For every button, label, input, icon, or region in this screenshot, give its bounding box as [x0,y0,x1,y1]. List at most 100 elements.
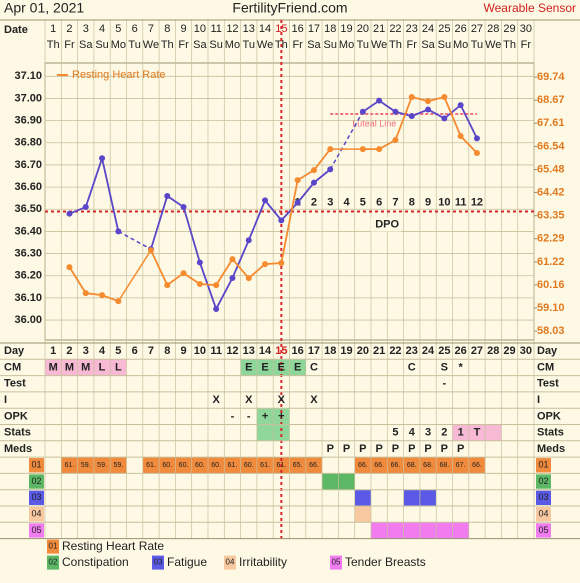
cell-text: 2 [441,427,447,439]
weekday-label: Sa [421,39,435,51]
weekday-label: Mo [453,39,468,51]
data-point [392,108,399,115]
cell-fill [387,522,404,539]
x-tick-label: 19 [340,23,352,35]
day-label: Day [4,345,25,357]
dpo-number: 5 [360,196,366,208]
dpo-number: 10 [438,196,450,208]
data-point [425,98,432,105]
cell-text: 61. [65,462,75,469]
row-code-right: 04 [538,509,548,519]
x-tick-label: 14 [259,23,271,35]
y-tick-label: 36.80 [14,137,42,149]
source: Wearable Sensor [484,1,577,15]
data-point [115,228,122,235]
weekday-label: We [485,39,501,51]
cell-fill [387,457,404,474]
x-tick-label: 10 [194,23,206,35]
cell-fill [93,359,111,376]
dpo-number: 4 [343,196,350,208]
dpo-label: DPO [375,218,399,230]
data-point [376,146,383,153]
cell-fill [436,457,453,474]
cell-text: E [278,361,285,373]
cell-fill [436,522,453,539]
cell-fill [110,457,127,474]
day-number: 8 [164,345,170,357]
cell-text: 66. [358,462,368,469]
weekday-label: Mo [225,39,240,51]
weekday-label: Sa [307,39,321,51]
weekday-label: Su [324,39,337,51]
data-point [213,305,220,312]
cell-fill [452,522,469,539]
cell-fill [354,506,371,523]
cell-text: 60. [162,462,172,469]
legend-name: Fatigue [167,555,207,569]
cell-fill [208,457,225,474]
cell-text: 68. [407,462,417,469]
day-number: 9 [180,345,186,357]
legend-code: 02 [49,558,58,567]
cell-text: P [359,443,366,455]
x-tick-label: 25 [438,23,450,35]
cell-text: 4 [409,427,416,439]
day-number: 21 [373,345,385,357]
data-point [262,261,269,268]
cell-text: X [245,394,253,406]
data-point [196,259,203,266]
day-number: 10 [194,345,206,357]
cell-text: 1 [458,427,464,439]
data-point [66,210,73,217]
cell-fill [403,489,420,506]
cell-fill [452,457,469,474]
y2-tick-label: 58.03 [537,325,565,337]
cell-fill [371,457,388,474]
day-number: 18 [324,345,336,357]
dpo-number: 12 [471,196,483,208]
row-label: Test [4,378,26,390]
x-tick-label: 27 [471,23,483,35]
data-point [245,237,252,244]
cell-text: 5 [392,427,398,439]
data-point [278,217,285,224]
cell-fill [93,457,111,474]
series-line [69,154,120,232]
legend-code: 03 [154,558,163,567]
data-point [229,274,236,281]
cell-fill [110,359,127,376]
code-box-right [536,474,551,489]
weekday-label: Fr [64,39,75,51]
cell-fill [191,457,208,474]
gap-connector [117,249,152,302]
x-tick-label: 22 [389,23,401,35]
weekday-label: Su [95,39,108,51]
cell-fill [419,457,437,474]
cell-fill [175,457,192,474]
cell-text: 65. [293,462,303,469]
day-number: 19 [340,345,352,357]
cell-fill [159,457,176,474]
y-tick-label: 36.00 [14,314,42,326]
dpo-number: 11 [455,196,467,208]
data-point [473,135,480,142]
cell-text: 59. [113,462,123,469]
code-box-right [536,523,551,538]
legend-name: Resting Heart Rate [62,539,164,553]
data-point [164,192,171,199]
code-box [29,507,44,522]
day-number: 24 [422,345,435,357]
day-number: 12 [226,345,238,357]
code-box [29,474,44,489]
cell-fill [240,359,257,376]
day-number: 7 [148,345,154,357]
day-number: 16 [292,345,304,357]
data-point [99,292,106,299]
data-point [213,282,220,289]
data-point [229,256,236,263]
data-point [441,115,448,122]
y-tick-label: 36.20 [14,270,42,282]
legend-code-box [152,555,164,570]
y2-tick-label: 64.42 [537,186,565,198]
